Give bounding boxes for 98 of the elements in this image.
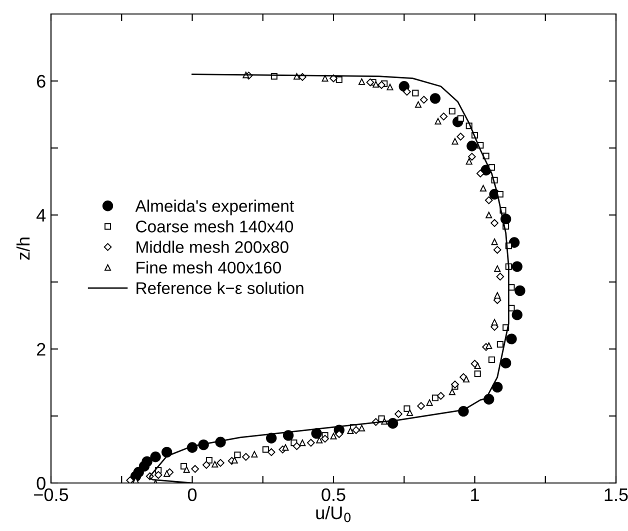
point xyxy=(486,212,492,218)
legend-label: Fine mesh 400x160 xyxy=(136,261,281,274)
point xyxy=(448,388,456,396)
point xyxy=(434,118,442,124)
point xyxy=(335,430,344,438)
point xyxy=(183,466,190,473)
point xyxy=(212,460,218,468)
point xyxy=(330,432,337,440)
point xyxy=(292,442,301,450)
point xyxy=(490,219,498,227)
point xyxy=(321,434,329,443)
legend-label: Middle mesh 200x80 xyxy=(136,240,288,253)
point xyxy=(440,112,448,120)
point xyxy=(488,356,495,363)
point xyxy=(496,272,504,281)
point xyxy=(306,438,315,447)
point xyxy=(448,108,456,114)
point xyxy=(496,341,504,348)
point xyxy=(366,78,374,86)
point xyxy=(231,456,238,464)
point xyxy=(474,362,481,370)
point xyxy=(299,440,306,446)
point xyxy=(386,84,394,90)
point xyxy=(466,140,478,152)
point xyxy=(494,265,501,272)
y-tick-label: 4 xyxy=(36,209,46,222)
y-axis-title: z/h xyxy=(16,238,30,260)
point xyxy=(491,238,498,246)
point xyxy=(394,410,402,418)
y-tick-label: 2 xyxy=(37,342,46,356)
point xyxy=(474,370,481,378)
point xyxy=(484,196,493,204)
y-tick-label: 0 xyxy=(36,476,46,490)
point xyxy=(417,402,425,410)
x-tick-label: 0 xyxy=(188,488,197,502)
point xyxy=(378,81,386,89)
point xyxy=(234,452,241,458)
point xyxy=(191,465,199,473)
point xyxy=(202,460,210,469)
point xyxy=(267,448,276,456)
point xyxy=(262,446,269,453)
point xyxy=(512,261,522,272)
legend-label: Coarse mesh 140x40 xyxy=(136,220,294,232)
legend-label: Reference k−ε solution xyxy=(136,282,304,294)
point xyxy=(494,292,501,299)
point xyxy=(358,424,366,432)
point xyxy=(358,78,366,85)
point xyxy=(463,376,470,382)
point xyxy=(142,456,152,467)
point xyxy=(216,458,224,467)
point xyxy=(493,246,502,254)
point xyxy=(311,428,322,439)
point xyxy=(161,446,172,458)
legend-label: Almeida's experiment xyxy=(135,200,294,216)
point xyxy=(154,471,162,479)
point xyxy=(426,399,433,406)
point xyxy=(436,392,445,400)
point xyxy=(404,405,410,412)
point xyxy=(456,132,465,141)
point xyxy=(500,358,512,368)
point xyxy=(347,427,354,434)
point xyxy=(316,436,323,444)
y-tick-label: 6 xyxy=(37,74,46,88)
point xyxy=(514,285,526,296)
point xyxy=(372,81,380,88)
point xyxy=(398,81,410,92)
point xyxy=(352,426,360,434)
x-tick-label: −0.5 xyxy=(34,488,68,502)
point xyxy=(468,152,476,161)
point xyxy=(452,138,458,145)
point xyxy=(506,334,517,344)
point xyxy=(164,470,170,477)
point xyxy=(180,462,188,470)
x-tick-label: 1.5 xyxy=(604,488,628,502)
point xyxy=(432,394,438,402)
x-tick-label: 0.5 xyxy=(322,488,346,502)
point xyxy=(420,96,428,104)
point xyxy=(451,380,459,388)
point xyxy=(282,444,289,451)
point xyxy=(430,93,441,104)
point xyxy=(476,170,484,178)
point xyxy=(492,382,503,393)
point xyxy=(512,309,522,320)
point xyxy=(242,452,250,461)
point xyxy=(412,90,419,96)
point xyxy=(336,76,342,83)
point xyxy=(414,101,422,108)
point xyxy=(322,75,328,82)
point xyxy=(251,450,258,458)
point xyxy=(406,409,414,416)
point xyxy=(150,452,161,462)
x-axis-title: u/U$_{0}$ xyxy=(316,506,351,522)
point xyxy=(491,318,498,326)
point xyxy=(480,184,486,192)
point xyxy=(126,476,134,483)
x-tick-label: 1 xyxy=(471,488,479,501)
point xyxy=(466,158,472,165)
point xyxy=(486,342,492,349)
